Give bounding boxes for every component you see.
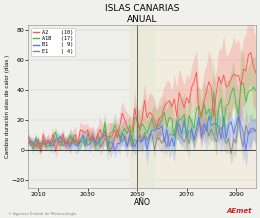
Bar — [130, 25, 154, 188]
X-axis label: AÑO: AÑO — [134, 198, 151, 207]
Text: © Agencia Estatal de Meteorología: © Agencia Estatal de Meteorología — [8, 212, 76, 216]
Text: AEmet: AEmet — [227, 208, 252, 214]
Title: ISLAS CANARIAS
ANUAL: ISLAS CANARIAS ANUAL — [105, 4, 179, 24]
Legend: A2    (10), A1B   (17), B1    ( 9), E1    ( 4): A2 (10), A1B (17), B1 ( 9), E1 ( 4) — [31, 28, 75, 56]
Y-axis label: Cambio duración olas de calor (días ): Cambio duración olas de calor (días ) — [4, 55, 10, 158]
Bar — [137, 25, 256, 188]
Bar — [28, 25, 137, 188]
